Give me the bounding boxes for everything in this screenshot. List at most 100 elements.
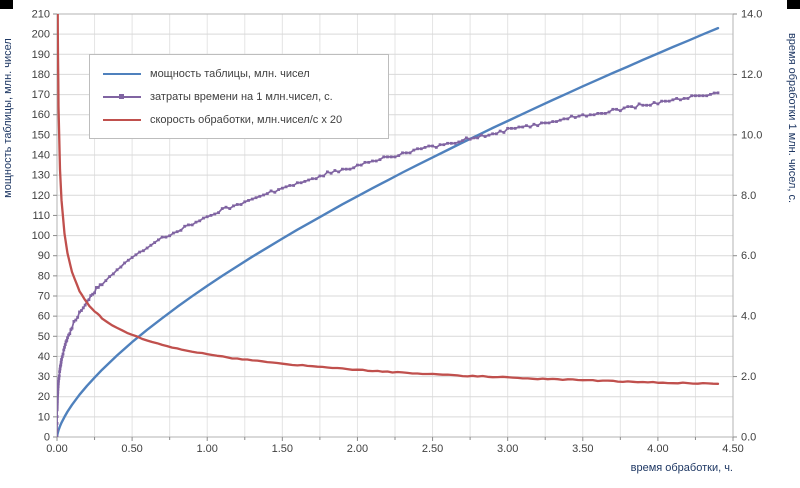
series-marker (464, 136, 468, 140)
series-marker (555, 120, 558, 123)
series-marker (326, 170, 329, 174)
series-marker (371, 159, 374, 163)
series-marker (63, 343, 67, 346)
series-marker (273, 190, 277, 194)
series-marker (363, 160, 367, 164)
series-marker (91, 292, 95, 296)
series-marker (592, 113, 596, 117)
series-marker (536, 124, 540, 128)
x-axis-tick-label: 3.50 (572, 443, 593, 455)
series-marker (87, 298, 91, 302)
legend-item: мощность таблицы, млн. чисел (90, 62, 388, 85)
x-axis-tick-label: 0.00 (46, 443, 67, 455)
left-axis-tick-label: 50 (38, 331, 50, 343)
series-marker (401, 151, 404, 155)
series-marker (603, 112, 607, 115)
series-marker (57, 400, 59, 404)
series-marker (63, 345, 66, 349)
series-marker (60, 355, 64, 359)
series-marker (378, 158, 382, 162)
series-marker (637, 102, 641, 106)
series-marker (431, 144, 434, 148)
series-marker (89, 294, 93, 297)
left-axis-tick-label: 180 (32, 69, 50, 81)
series-marker (562, 117, 566, 121)
series-marker (510, 126, 513, 130)
series-marker (607, 110, 611, 114)
right-axis-title: время обработки 1 млн. чисел, с. (786, 33, 798, 203)
series-marker (111, 272, 115, 276)
series-marker (57, 405, 59, 409)
series-marker (57, 390, 60, 394)
series-marker (442, 143, 446, 147)
legend-line (103, 118, 141, 121)
series-marker (157, 238, 160, 242)
series-marker (585, 114, 588, 118)
left-axis-tick-label: 130 (32, 170, 50, 182)
series-marker (434, 145, 438, 149)
series-marker (517, 125, 521, 129)
series-marker (98, 283, 102, 287)
series-marker (412, 148, 416, 152)
left-axis-tick-label: 90 (38, 250, 50, 262)
chart-legend: мощность таблицы, млн. чисел затраты вре… (89, 54, 389, 139)
legend-line-swatch (103, 71, 141, 76)
series-marker (58, 370, 62, 374)
series-marker (239, 203, 243, 206)
left-axis-tick-label: 70 (38, 291, 50, 303)
left-axis-tick-label: 20 (38, 391, 50, 403)
series-marker (307, 178, 311, 182)
series-marker (57, 374, 61, 378)
series-marker (96, 286, 100, 289)
series-marker (709, 92, 712, 96)
series-marker (213, 212, 217, 216)
series-marker (701, 94, 705, 98)
x-axis-tick-label: 2.50 (422, 443, 443, 455)
series-marker (438, 143, 442, 147)
series-marker (61, 352, 65, 356)
series-marker (115, 268, 119, 272)
right-axis-tick-label: 6.0 (741, 250, 756, 262)
series-marker (198, 219, 202, 223)
right-axis-tick-label: 2.0 (741, 371, 756, 383)
series-marker (93, 291, 96, 295)
series-marker (453, 141, 457, 145)
series-marker (70, 326, 74, 330)
series-marker (487, 133, 491, 137)
series-marker (630, 105, 633, 109)
series-marker (633, 106, 637, 110)
series-marker (80, 309, 83, 312)
series-marker (168, 234, 172, 238)
series-marker (660, 99, 664, 103)
series-marker (83, 303, 87, 307)
legend-line (103, 72, 141, 75)
series-marker (648, 103, 652, 107)
series-marker (57, 402, 59, 406)
series-marker (551, 120, 555, 123)
legend-label: скорость обработки, млн.чисел/с x 20 (150, 113, 343, 126)
series-marker (679, 98, 682, 102)
left-axis-tick-label: 200 (32, 29, 50, 41)
series-marker (449, 141, 453, 145)
series-marker (149, 243, 153, 247)
series-marker (108, 275, 111, 278)
series-marker (712, 91, 716, 95)
series-marker (187, 223, 190, 227)
series-marker (60, 358, 63, 361)
left-axis-tick-label: 150 (32, 129, 50, 141)
series-marker (254, 196, 258, 200)
series-marker (310, 177, 314, 181)
x-axis-title: время обработки, ч. (631, 462, 733, 474)
series-marker (645, 103, 649, 107)
series-marker (269, 189, 273, 193)
series-marker (123, 261, 126, 265)
series-marker (476, 136, 480, 140)
series-group (57, 14, 720, 437)
series-marker (78, 310, 81, 314)
series-marker (95, 286, 98, 289)
series-marker (235, 203, 239, 206)
series-line-1 (57, 92, 719, 437)
series-marker (483, 135, 487, 138)
series-marker (303, 179, 307, 183)
